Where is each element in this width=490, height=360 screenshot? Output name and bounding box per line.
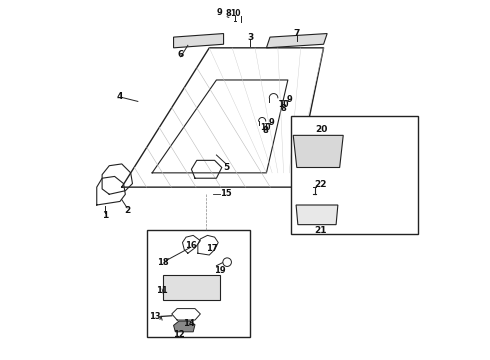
- Text: 19: 19: [214, 266, 226, 275]
- Text: 7: 7: [294, 29, 300, 38]
- Text: 20: 20: [315, 126, 328, 135]
- Text: 8: 8: [263, 126, 269, 135]
- Text: 15: 15: [220, 189, 232, 198]
- Text: 5: 5: [223, 163, 229, 172]
- Polygon shape: [296, 205, 338, 225]
- Circle shape: [223, 258, 231, 266]
- Text: 9: 9: [268, 118, 274, 127]
- Polygon shape: [173, 33, 223, 48]
- Text: 3: 3: [247, 33, 253, 42]
- Text: 10: 10: [278, 100, 289, 109]
- Text: 9: 9: [217, 8, 223, 17]
- Text: 22: 22: [314, 180, 326, 189]
- Text: 6: 6: [177, 50, 184, 59]
- Text: 10: 10: [261, 123, 271, 132]
- Polygon shape: [163, 275, 220, 300]
- Polygon shape: [173, 321, 195, 332]
- Bar: [147, 230, 250, 337]
- Text: 1: 1: [102, 211, 108, 220]
- Text: 4: 4: [116, 91, 122, 100]
- Text: 14: 14: [183, 319, 195, 328]
- Text: 8: 8: [280, 104, 286, 113]
- Text: 17: 17: [206, 244, 218, 253]
- Text: 8: 8: [225, 9, 231, 18]
- Text: 13: 13: [149, 312, 161, 321]
- Polygon shape: [267, 33, 327, 48]
- Text: 12: 12: [173, 330, 185, 339]
- Text: 18: 18: [157, 258, 169, 267]
- Text: 10: 10: [230, 9, 241, 18]
- Bar: [292, 116, 418, 234]
- Text: 11: 11: [156, 286, 168, 295]
- Text: 16: 16: [185, 240, 196, 249]
- Text: 2: 2: [124, 206, 130, 215]
- Text: 9: 9: [287, 95, 292, 104]
- Text: 21: 21: [314, 225, 326, 234]
- Polygon shape: [293, 135, 343, 167]
